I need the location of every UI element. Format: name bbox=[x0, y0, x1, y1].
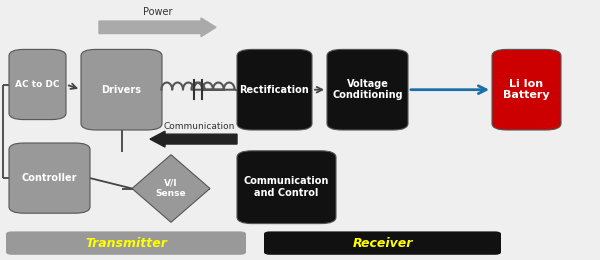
Text: Li Ion
Battery: Li Ion Battery bbox=[503, 79, 550, 101]
Text: V/I
Sense: V/I Sense bbox=[155, 179, 187, 198]
FancyBboxPatch shape bbox=[327, 49, 408, 130]
FancyBboxPatch shape bbox=[237, 151, 336, 224]
FancyBboxPatch shape bbox=[237, 49, 312, 130]
Text: Power: Power bbox=[143, 7, 172, 17]
FancyBboxPatch shape bbox=[264, 231, 501, 255]
Text: Transmitter: Transmitter bbox=[85, 237, 167, 250]
FancyBboxPatch shape bbox=[81, 49, 162, 130]
Text: Drivers: Drivers bbox=[101, 85, 142, 95]
Text: Voltage
Conditioning: Voltage Conditioning bbox=[332, 79, 403, 101]
FancyArrow shape bbox=[150, 131, 237, 147]
Polygon shape bbox=[132, 155, 210, 222]
FancyBboxPatch shape bbox=[6, 231, 246, 255]
Text: Controller: Controller bbox=[22, 173, 77, 183]
Text: Rectification: Rectification bbox=[239, 85, 310, 95]
Text: Communication: Communication bbox=[164, 122, 235, 131]
FancyBboxPatch shape bbox=[9, 49, 66, 120]
Text: Communication
and Control: Communication and Control bbox=[244, 176, 329, 198]
FancyArrow shape bbox=[99, 18, 216, 37]
Text: Receiver: Receiver bbox=[352, 237, 413, 250]
FancyBboxPatch shape bbox=[9, 143, 90, 213]
FancyBboxPatch shape bbox=[492, 49, 561, 130]
Text: AC to DC: AC to DC bbox=[15, 80, 60, 89]
